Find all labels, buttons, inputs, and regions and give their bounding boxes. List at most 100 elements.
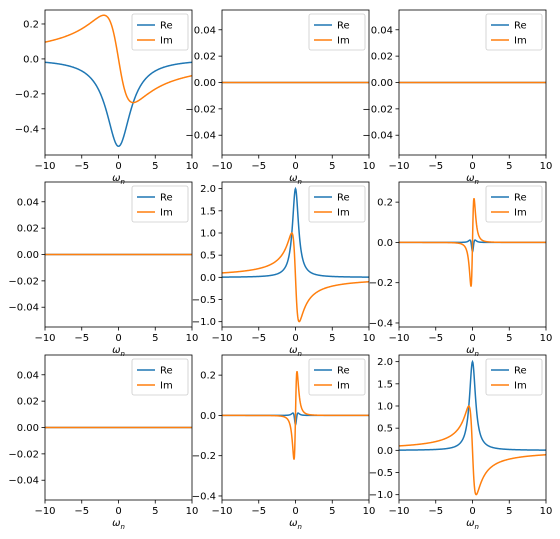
legend: Re Im bbox=[308, 358, 366, 396]
series-re-line bbox=[399, 359, 546, 451]
y-tick-label: −0.2 bbox=[192, 451, 216, 462]
x-tick-label: 5 bbox=[506, 161, 512, 172]
legend-box bbox=[485, 358, 543, 396]
y-tick-label: 0.00 bbox=[17, 423, 39, 434]
y-tick-label: 0.02 bbox=[17, 397, 39, 408]
x-axis-label: ωn bbox=[112, 173, 125, 186]
x-tick-label: 0 bbox=[469, 161, 475, 172]
subplot-1: −10 −5 0 5 10 0.2 0.0 −0.2 −0.4 ωn Re Im bbox=[15, 9, 199, 186]
x-axis-label: ωn bbox=[112, 518, 125, 531]
x-axis-label: ωn bbox=[466, 518, 479, 531]
x-tick-label: −10 bbox=[34, 161, 55, 172]
legend: Re Im bbox=[308, 185, 366, 223]
legend-label-re: Re bbox=[337, 366, 350, 377]
y-tick-label: 0.00 bbox=[194, 78, 216, 89]
legend: Re Im bbox=[131, 13, 189, 51]
x-tick-label: −5 bbox=[74, 506, 89, 517]
y-tick-label: −1.0 bbox=[192, 317, 216, 328]
legend-label-re: Re bbox=[514, 366, 527, 377]
x-axis-label: ωn bbox=[112, 345, 125, 358]
subplot-2: −10 −5 0 5 10 0.04 0.02 0.00 −0.02 −0.04 ωn Re Im bbox=[185, 9, 376, 186]
legend-box bbox=[308, 13, 366, 51]
subplot-4: −10 −5 0 5 10 0.04 0.02 0.00 −0.02 −0.04 ωn Re Im bbox=[8, 181, 199, 358]
legend-box bbox=[308, 358, 366, 396]
y-tick-label: 0.5 bbox=[200, 251, 216, 262]
x-tick-label: 5 bbox=[152, 506, 158, 517]
legend: Re Im bbox=[308, 13, 366, 51]
x-tick-label: −5 bbox=[251, 506, 266, 517]
y-tick-label: 0.5 bbox=[377, 424, 393, 435]
x-axis-label: ωn bbox=[466, 173, 479, 186]
x-tick-label: 10 bbox=[186, 161, 199, 172]
legend-label-im: Im bbox=[514, 208, 527, 219]
x-tick-label: 10 bbox=[363, 161, 376, 172]
legend: Re Im bbox=[485, 358, 543, 396]
x-tick-label: −10 bbox=[34, 506, 55, 517]
y-tick-label: 0.02 bbox=[371, 52, 393, 63]
legend-label-re: Re bbox=[160, 366, 173, 377]
x-axis-label: ωn bbox=[289, 345, 302, 358]
y-tick-label: −0.4 bbox=[192, 491, 216, 502]
x-tick-label: 10 bbox=[540, 506, 553, 517]
legend: Re Im bbox=[485, 13, 543, 51]
x-axis-label: ωn bbox=[289, 173, 302, 186]
legend-label-re: Re bbox=[514, 193, 527, 204]
y-tick-label: 0.0 bbox=[200, 411, 216, 422]
x-tick-label: 0 bbox=[115, 506, 121, 517]
y-tick-label: 0.0 bbox=[377, 238, 393, 249]
y-tick-label: 0.2 bbox=[377, 198, 393, 209]
y-tick-label: 0.2 bbox=[23, 19, 39, 30]
y-tick-label: 0.04 bbox=[17, 370, 39, 381]
series-im-line bbox=[222, 232, 369, 323]
x-tick-label: 0 bbox=[469, 333, 475, 344]
legend-box bbox=[131, 185, 189, 223]
subplot-7: −10 −5 0 5 10 0.04 0.02 0.00 −0.02 −0.04 ωn Re Im bbox=[8, 354, 199, 531]
legend-label-im: Im bbox=[337, 208, 350, 219]
series-im-line bbox=[399, 198, 546, 287]
x-tick-label: −10 bbox=[388, 161, 409, 172]
legend-box bbox=[485, 13, 543, 51]
x-tick-label: 10 bbox=[363, 506, 376, 517]
x-tick-label: 5 bbox=[329, 506, 335, 517]
series-re-line bbox=[222, 186, 369, 278]
y-tick-label: −0.02 bbox=[8, 449, 39, 460]
legend: Re Im bbox=[131, 358, 189, 396]
y-tick-label: −0.04 bbox=[8, 303, 39, 314]
x-tick-label: 0 bbox=[292, 506, 298, 517]
y-tick-label: −0.04 bbox=[8, 476, 39, 487]
x-tick-label: −5 bbox=[74, 333, 89, 344]
y-tick-label: 0.00 bbox=[371, 78, 393, 89]
y-tick-label: −0.02 bbox=[185, 104, 216, 115]
legend: Re Im bbox=[485, 185, 543, 223]
x-tick-label: −5 bbox=[251, 161, 266, 172]
x-tick-label: 5 bbox=[506, 506, 512, 517]
series-im-line bbox=[45, 14, 192, 104]
legend-label-im: Im bbox=[337, 381, 350, 392]
series-re-line bbox=[45, 61, 192, 148]
x-tick-label: 5 bbox=[329, 333, 335, 344]
subplot-5: −10 −5 0 5 10 2.0 1.5 1.0 0.5 0.0 −0.5 −1.0 ωn Re Im bbox=[192, 181, 375, 358]
x-tick-label: 5 bbox=[152, 161, 158, 172]
legend-label-im: Im bbox=[160, 208, 173, 219]
legend-label-re: Re bbox=[337, 21, 350, 32]
legend: Re Im bbox=[131, 185, 189, 223]
x-tick-label: 10 bbox=[186, 506, 199, 517]
subplot-9: −10 −5 0 5 10 2.0 1.5 1.0 0.5 0.0 −0.5 −1.0 ωn Re Im bbox=[369, 354, 553, 531]
x-tick-label: −10 bbox=[211, 506, 232, 517]
x-tick-label: −5 bbox=[428, 506, 443, 517]
x-tick-label: 0 bbox=[292, 333, 298, 344]
x-tick-label: −5 bbox=[74, 161, 89, 172]
y-tick-label: 1.5 bbox=[377, 379, 393, 390]
x-tick-label: 10 bbox=[540, 161, 553, 172]
y-tick-label: 0.2 bbox=[200, 371, 216, 382]
x-tick-label: 10 bbox=[186, 333, 199, 344]
legend-label-im: Im bbox=[160, 381, 173, 392]
x-axis-label: ωn bbox=[289, 518, 302, 531]
legend-label-im: Im bbox=[160, 36, 173, 47]
x-tick-label: 10 bbox=[540, 333, 553, 344]
x-tick-label: 5 bbox=[152, 333, 158, 344]
x-tick-label: 0 bbox=[115, 161, 121, 172]
y-tick-label: 0.0 bbox=[377, 446, 393, 457]
y-tick-label: −0.02 bbox=[362, 104, 393, 115]
y-tick-label: −0.04 bbox=[185, 131, 216, 142]
